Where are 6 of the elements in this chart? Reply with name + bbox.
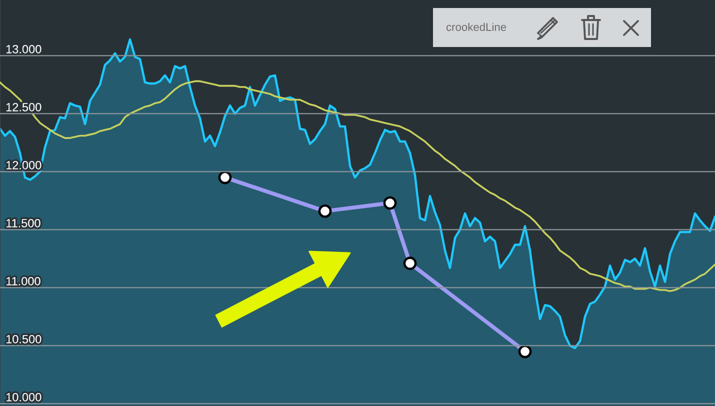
y-tick-label: 13.000 [6, 44, 42, 54]
y-tick-label: 10.000 [6, 392, 42, 402]
y-tick-label: 10.500 [6, 334, 42, 344]
y-tick-label: 11.500 [6, 218, 40, 228]
y-tick-label: 11.000 [6, 276, 40, 286]
annotation: crookedLine [446, 22, 506, 31]
